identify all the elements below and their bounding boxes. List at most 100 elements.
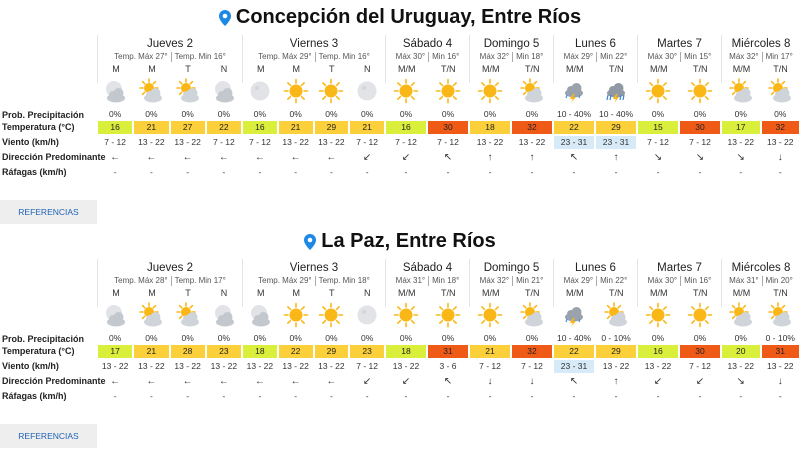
period-label: M/M (650, 64, 668, 74)
wind-value: 23 - 31 (554, 136, 594, 149)
temperature-value: 20 (722, 345, 760, 358)
day-header: Martes 7 Máx 30° Min 16° M/M T/N (637, 259, 721, 307)
wind-direction-arrow-icon: ← (182, 376, 193, 387)
temp-separator (761, 52, 763, 62)
precip-value: 0% (693, 109, 707, 119)
wind-direction-arrow-icon: ← (218, 376, 229, 387)
weather-icon-cell (637, 301, 679, 329)
day-temp-range: Máx 32° Min 17° (722, 52, 800, 62)
day-max-temp: Máx 29° (563, 276, 594, 285)
wind-direction-arrow-icon: ↖ (443, 376, 453, 387)
wind-direction-arrow-icon: ↑ (529, 152, 535, 163)
day-temp-range: Máx 30° Min 16° (386, 52, 469, 62)
temperature-value: 22 (554, 121, 594, 134)
weather-icon-cell (427, 77, 469, 105)
wind-value: 7 - 12 (356, 361, 378, 371)
gust-value: - (572, 391, 576, 401)
day-name: Lunes 6 (575, 262, 616, 274)
day-max-temp: Máx 32° (479, 276, 510, 285)
sun-icon (477, 302, 503, 328)
day-max-temp: Temp. Máx 29° (258, 276, 312, 285)
day-temp-range: Máx 31° Min 18° (386, 276, 469, 286)
day-max-temp: Máx 30° (647, 276, 678, 285)
wind-value: 7 - 12 (647, 137, 669, 147)
gust-value: - (656, 391, 660, 401)
wind-value: 7 - 12 (249, 137, 271, 147)
wind-direction-arrow-icon: ← (326, 376, 337, 387)
gust-value: - (778, 391, 782, 401)
temperature-value: 28 (170, 345, 205, 358)
rain-storm-icon (606, 83, 625, 103)
wind-value: 7 - 12 (521, 361, 543, 371)
sun-cloud-icon (175, 78, 199, 103)
sun-cloud-icon (728, 302, 752, 327)
day-min-temp: Min 18° (432, 276, 460, 285)
weather-icon-cell (469, 301, 511, 329)
precip-value: 0% (399, 333, 413, 343)
weather-icon-cell (427, 301, 469, 329)
period-label: M (292, 64, 301, 74)
wind-value: 13 - 22 (101, 361, 129, 371)
day-name: Domingo 5 (483, 262, 540, 274)
temperature-value: 22 (206, 121, 241, 134)
wind-row-label: Viento (km/h) (2, 137, 59, 147)
day-name: Domingo 5 (483, 38, 540, 50)
day-periods: M/M T/N (554, 288, 637, 299)
day-periods: M/M T/N (470, 288, 553, 299)
temperature-value: 29 (596, 345, 636, 358)
gust-value: - (446, 391, 450, 401)
day-min-temp: Min 22° (600, 52, 628, 61)
temperature-value: 15 (638, 121, 678, 134)
wind-value: 7 - 12 (689, 137, 711, 147)
precip-value: 0% (108, 109, 122, 119)
direction-row-label: Dirección Predominante (2, 152, 106, 162)
temperature-value: 31 (428, 345, 468, 358)
wind-direction-arrow-icon: ↙ (401, 376, 411, 387)
precip-value: 0% (253, 333, 267, 343)
period-label: N (364, 288, 371, 298)
day-periods: M/M T/N (386, 64, 469, 75)
wind-value: 7 - 12 (104, 137, 126, 147)
gust-value: - (614, 167, 618, 177)
wind-direction-arrow-icon: ↓ (777, 376, 783, 387)
gust-value: - (656, 167, 660, 177)
day-periods: M/M T/N (722, 288, 800, 299)
gust-value: - (572, 167, 576, 177)
weather-icon-cell (206, 77, 242, 105)
temperature-value: 17 (98, 345, 133, 358)
day-temp-range: Máx 29° Min 22° (554, 52, 637, 62)
precip-value: 0% (525, 333, 539, 343)
wind-value: 7 - 12 (689, 361, 711, 371)
gust-value: - (258, 391, 262, 401)
day-temp-range: Temp. Máx 28° Temp. Min 17° (98, 276, 242, 286)
wind-value: 13 - 22 (210, 361, 238, 371)
wind-direction-arrow-icon: ↙ (695, 376, 705, 387)
day-name: Viernes 3 (289, 262, 339, 274)
gust-value: - (365, 167, 369, 177)
temperature-value: 29 (596, 121, 636, 134)
precip-value: 0% (774, 109, 787, 119)
day-header: Jueves 2 Temp. Máx 27° Temp. Min 16° M M T N (97, 35, 242, 83)
period-label: T (329, 288, 335, 298)
gust-value: - (113, 167, 117, 177)
references-button[interactable]: REFERENCIAS (0, 424, 97, 448)
temperature-value: 18 (386, 345, 426, 358)
temperature-value: 16 (638, 345, 678, 358)
wind-direction-arrow-icon: ↓ (777, 152, 783, 163)
moon-icon (357, 81, 377, 101)
temperature-value: 29 (314, 121, 349, 134)
references-button[interactable]: REFERENCIAS (0, 200, 97, 224)
precip-value: 0% (217, 333, 231, 343)
period-label: M/M (650, 288, 668, 298)
period-label: T/N (773, 64, 788, 74)
period-label: M (257, 288, 265, 298)
temperature-value: 29 (314, 345, 349, 358)
moon-cloud-icon (214, 305, 234, 327)
precip-value: 0% (525, 109, 539, 119)
day-header: Jueves 2 Temp. Máx 28° Temp. Min 17° M M T N (97, 259, 242, 307)
wind-direction-arrow-icon: ← (146, 152, 157, 163)
period-label: M (112, 64, 120, 74)
day-header: Lunes 6 Máx 29° Min 22° M/M T/N (553, 35, 637, 83)
wind-direction-arrow-icon: ↖ (443, 152, 453, 163)
